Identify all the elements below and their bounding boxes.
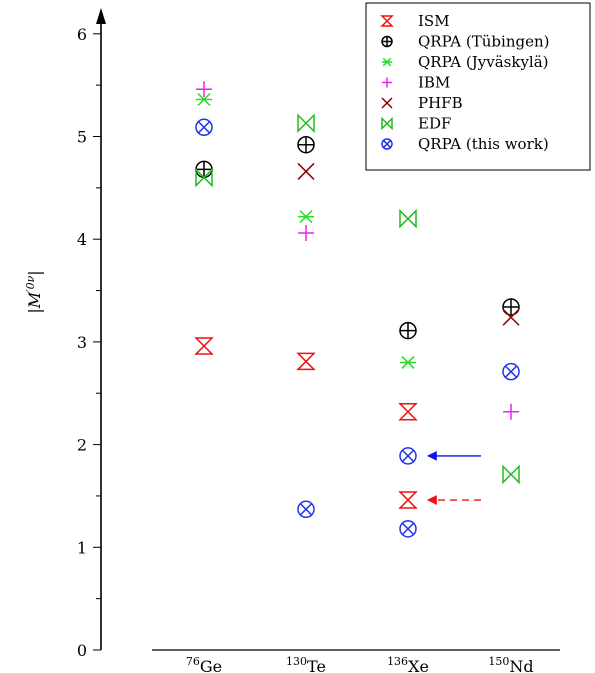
legend-marker-phfb — [381, 97, 393, 109]
marker-qrpa-t-bingen-ge76 — [195, 160, 213, 179]
annotation-arrows — [427, 450, 481, 505]
marker-ism-xe136-extra — [398, 491, 418, 509]
marker-qrpa-jyv-skyl-ge76 — [196, 92, 212, 107]
marker-ibm-ge76 — [196, 81, 212, 98]
y-tick-label: 3 — [77, 333, 87, 352]
marker-qrpa-this-work-xe136-extra — [399, 520, 417, 538]
legend: ISM QRPA (Tübingen) QRPA (Jyväskylä) IBM PHF… — [365, 2, 591, 171]
legend-marker-qrpa-jyv-skyl — [382, 57, 392, 67]
marker-edf-te130 — [297, 113, 315, 133]
x-category-label-ge76: 76Ge — [186, 655, 222, 673]
marker-qrpa-t-bingen-nd150 — [502, 298, 520, 316]
x-category-label-te130: 130Te — [286, 655, 326, 673]
y-tick-label: 5 — [77, 128, 87, 147]
legend-marker-edf — [381, 116, 393, 131]
legend-marker-qrpa-t-bingen — [381, 35, 393, 48]
y-tick-label: 2 — [77, 436, 87, 455]
legend-marker-qrpa-this-work — [381, 138, 393, 150]
marker-edf-ge76 — [195, 167, 213, 188]
x-category-label-xe136: 136Xe — [387, 655, 429, 673]
marker-qrpa-this-work-nd150 — [502, 362, 520, 381]
marker-phfb-te130 — [297, 162, 315, 180]
y-axis-label: |M′0ν| — [24, 270, 45, 313]
legend-label-ism: ISM — [418, 12, 450, 30]
y-tick-label: 4 — [77, 230, 87, 249]
marker-qrpa-this-work-te130 — [297, 500, 315, 519]
legend-label-ibm: IBM — [418, 74, 450, 92]
legend-label-edf: EDF — [418, 115, 451, 133]
x-category-labels: 76Ge 130Te 136Xe 150Nd — [186, 655, 534, 673]
y-tick-label: 0 — [77, 641, 87, 660]
marker-qrpa-t-bingen-xe136 — [399, 321, 417, 340]
legend-label-qrpa-this-work: QRPA (this work) — [418, 135, 549, 153]
marker-qrpa-this-work-ge76 — [195, 118, 213, 137]
marker-ibm-te130 — [298, 225, 314, 242]
legend-box — [365, 2, 591, 171]
marker-ibm-nd150 — [503, 403, 519, 420]
marker-qrpa-this-work-xe136 — [399, 447, 417, 465]
marker-qrpa-jyv-skyl-te130 — [298, 210, 314, 224]
legend-marker-ism — [380, 15, 394, 27]
marker-ism-te130 — [296, 352, 316, 371]
marker-phfb-nd150 — [502, 308, 520, 326]
legend-marker-ibm — [382, 77, 392, 88]
marker-ism-ge76 — [194, 337, 214, 355]
legend-label-phfb: PHFB — [418, 94, 463, 112]
marker-qrpa-jyv-skyl-xe136 — [400, 355, 416, 369]
marker-edf-xe136 — [399, 208, 417, 229]
marker-edf-nd150 — [502, 464, 520, 485]
data-markers — [194, 81, 520, 538]
x-category-label-nd150: 150Nd — [488, 655, 533, 673]
y-tick-label: 1 — [77, 538, 87, 557]
y-tick-label: 6 — [77, 25, 87, 44]
marker-ism-xe136 — [398, 402, 418, 421]
legend-label-qrpa-t-bingen: QRPA (Tübingen) — [418, 33, 549, 51]
y-ticks: 0 1 2 3 4 5 6 — [77, 25, 101, 660]
y-axis-arrowhead — [96, 8, 106, 24]
marker-qrpa-t-bingen-te130 — [297, 135, 315, 154]
legend-label-qrpa-jyv-skyl: QRPA (Jyväskylä) — [418, 53, 549, 71]
